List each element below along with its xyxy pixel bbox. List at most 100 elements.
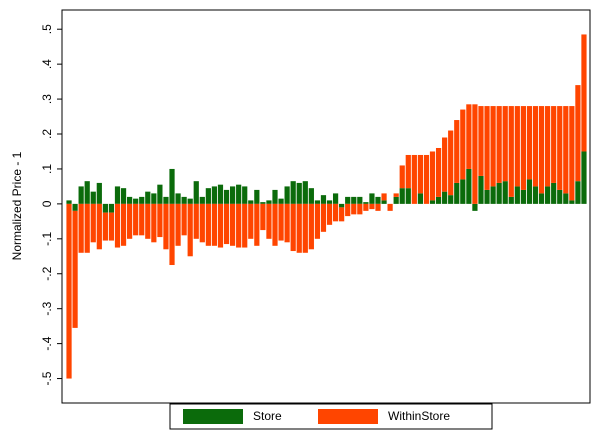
bar-segment [387, 203, 393, 211]
bar-segment [478, 106, 484, 176]
y-tick-label: -.4 [40, 336, 54, 350]
bar-segment [435, 196, 442, 204]
bar-segment [351, 203, 357, 215]
bar-segment [175, 193, 181, 204]
legend-swatch [318, 409, 378, 424]
bar-segment [290, 203, 296, 252]
bar-segment [339, 203, 345, 208]
bar-segment [260, 203, 266, 231]
bar-segment [448, 130, 454, 196]
bar-segment [169, 168, 175, 204]
y-tick-label: -.3 [40, 301, 54, 315]
y-tick-label: .1 [40, 164, 54, 174]
bar-segment [551, 106, 557, 183]
bar-segment [320, 203, 327, 232]
bar-segment [254, 189, 260, 204]
bar-segment [363, 203, 369, 211]
y-axis-label: Normalized Price - 1 [10, 151, 24, 260]
legend-label: WithinStore [388, 409, 450, 423]
bar-segment [484, 106, 490, 190]
bar-segment [569, 200, 575, 204]
bar-segment [448, 195, 454, 204]
bar-segment [557, 189, 563, 204]
bar-segment [211, 186, 218, 204]
bar-segment [120, 188, 127, 204]
bar-segment [181, 196, 187, 204]
bar-segment [551, 182, 557, 204]
bar-segment [157, 184, 163, 204]
bar-segment [399, 165, 405, 189]
bar-segment [199, 203, 205, 243]
bar-segment [526, 179, 533, 204]
bar-segment [242, 203, 248, 248]
y-tick-label: 0 [40, 200, 54, 207]
y-tick-label: -.2 [40, 266, 54, 280]
bar-segment [96, 203, 102, 250]
bar-segment [369, 193, 375, 204]
bar-segment [151, 203, 157, 243]
bar-segment [381, 193, 387, 201]
bar-segment [538, 193, 545, 204]
bar-segment [229, 203, 236, 246]
bar-segment [502, 181, 508, 204]
bar-segment [405, 188, 411, 204]
bar-segment [72, 203, 78, 211]
bar-segment [472, 104, 478, 204]
bar-segment [545, 186, 551, 204]
bar-segment [72, 210, 78, 328]
bar-segment [223, 189, 230, 204]
bar-segment [538, 106, 545, 194]
bar-segment [405, 154, 411, 189]
bar-segment [314, 203, 321, 239]
bar-segment [454, 182, 460, 204]
bar-segment [520, 106, 526, 190]
bar-segment [375, 196, 381, 204]
bar-segment [127, 203, 133, 239]
bar-segment [332, 193, 339, 204]
bar-segment [254, 203, 260, 246]
bar-segment [163, 196, 169, 204]
bar-segment [502, 106, 508, 182]
bar-segment [108, 203, 115, 213]
bar-segment [187, 203, 193, 257]
bar-segment [278, 198, 284, 204]
bar-segment [460, 109, 466, 180]
legend-swatch [183, 409, 243, 424]
bar-segment [514, 186, 520, 204]
bar-segment [248, 203, 254, 239]
bar-segment [290, 181, 296, 204]
bar-segment [526, 106, 533, 180]
bar-segment [520, 189, 526, 204]
bar-segment [284, 203, 290, 243]
bar-segment [532, 186, 539, 204]
bar-segment [399, 188, 405, 204]
bar-segment [308, 188, 314, 204]
bar-segment [284, 186, 290, 204]
bar-segment [375, 203, 381, 211]
bar-segment [139, 196, 145, 204]
bar-segment [308, 203, 314, 250]
bar-segment [557, 106, 563, 190]
bar-segment [266, 203, 272, 239]
y-tick-label: -.1 [40, 231, 54, 245]
bar-segment [532, 106, 539, 187]
bar-segment [90, 203, 96, 243]
bar-segment [211, 203, 218, 246]
bar-segment [581, 34, 587, 152]
bar-segment [345, 203, 351, 217]
bar-segment [248, 200, 254, 204]
bar-segment [454, 120, 460, 183]
bar-segment [345, 196, 351, 204]
bar-segment [266, 200, 272, 204]
bar-segment [575, 181, 581, 204]
bar-segment [102, 212, 108, 241]
y-tick-label: .2 [40, 129, 54, 139]
bar-segment [314, 200, 321, 204]
bar-segment [151, 193, 157, 204]
bar-segment [417, 154, 424, 194]
bar-segment [326, 203, 333, 225]
bar-segment [508, 196, 514, 204]
bar-segment [78, 203, 84, 253]
bar-segment [466, 168, 472, 204]
